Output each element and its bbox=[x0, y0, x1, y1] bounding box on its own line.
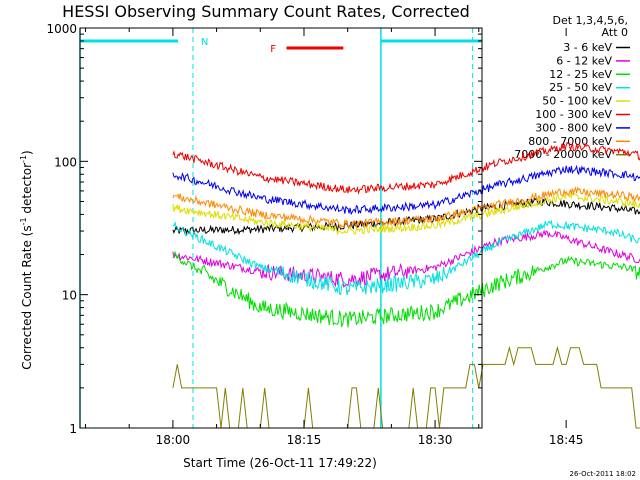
legend-entry-5: 100 - 300 keV bbox=[535, 108, 612, 121]
series-line-5 bbox=[172, 141, 640, 195]
series-line-4 bbox=[172, 190, 640, 236]
footer-timestamp: 26-Oct-2011 18:02 bbox=[570, 470, 636, 478]
y-tick-label-0: 1 bbox=[69, 422, 77, 436]
series-line-3 bbox=[172, 219, 640, 296]
x-tick-label-1: 18:15 bbox=[287, 433, 322, 447]
legend-header-line2: Att 0 bbox=[602, 26, 628, 39]
x-tick-label-0: 18:00 bbox=[156, 433, 191, 447]
legend-entry-7: 800 - 7000 keV bbox=[528, 135, 612, 148]
legend-entry-3: 25 - 50 keV bbox=[549, 81, 612, 94]
y-axis-label: Corrected Count Rate (s-1 detector-1) bbox=[19, 150, 34, 369]
series-line-6 bbox=[172, 164, 640, 216]
legend-header-line1: Det 1,3,4,5,6, bbox=[552, 14, 628, 27]
legend-entry-0: 3 - 6 keV bbox=[563, 41, 612, 54]
series-line-2 bbox=[172, 250, 640, 329]
series-line-1 bbox=[172, 229, 640, 289]
y-tick-label-2: 100 bbox=[54, 155, 77, 169]
plot-area: NF bbox=[79, 28, 640, 429]
y-tick-label-3: 1000 bbox=[46, 22, 77, 36]
y-tick-label-1: 10 bbox=[62, 289, 77, 303]
x-tick-label-3: 18:45 bbox=[549, 433, 584, 447]
legend-entry-2: 12 - 25 keV bbox=[549, 68, 612, 81]
legend-entry-6: 300 - 800 keV bbox=[535, 121, 612, 134]
series-line-7 bbox=[172, 186, 640, 230]
plot-frame bbox=[79, 27, 483, 429]
legend-entry-1: 6 - 12 keV bbox=[556, 54, 612, 67]
legend-entry-4: 50 - 100 keV bbox=[542, 95, 612, 108]
flare-label: F bbox=[270, 44, 276, 55]
x-axis-label: Start Time (26-Oct-11 17:49:22) bbox=[183, 456, 377, 470]
x-tick-label-2: 18:30 bbox=[418, 433, 453, 447]
chart-title: HESSI Observing Summary Count Rates, Cor… bbox=[62, 2, 470, 21]
night-label: N bbox=[201, 37, 208, 48]
